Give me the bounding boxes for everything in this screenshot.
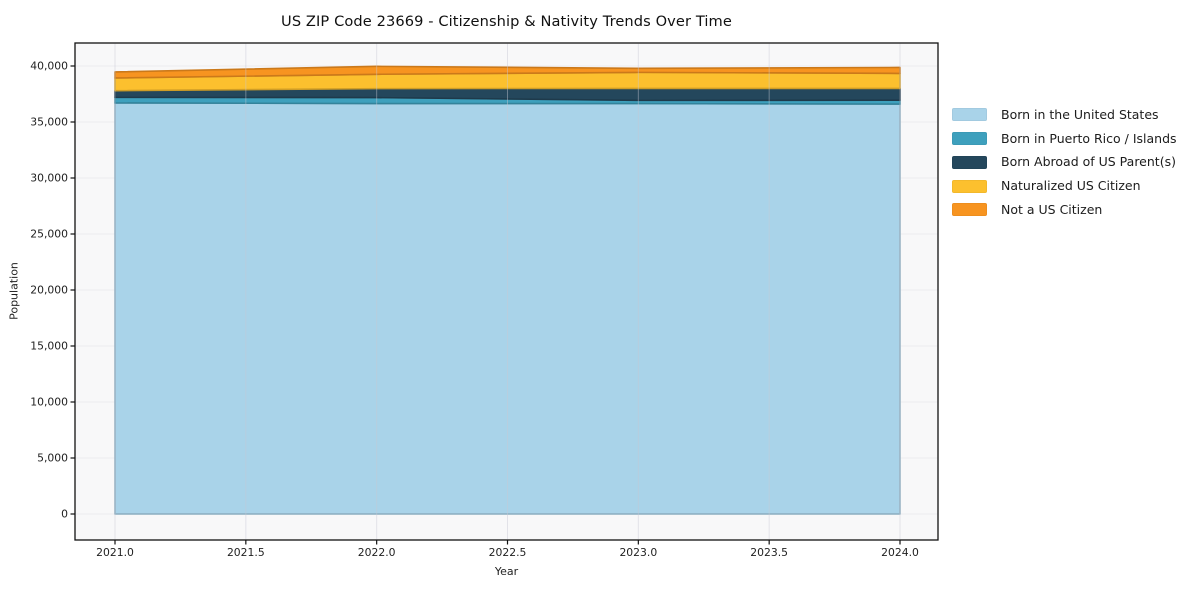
plot-border <box>74 42 939 541</box>
legend-item: Born in Puerto Rico / Islands <box>952 130 1177 146</box>
legend-swatch-icon <box>952 179 987 193</box>
area-not-a-us-citizen <box>114 65 901 79</box>
x-tick-label: 2023.0 <box>619 546 658 559</box>
chart-title: US ZIP Code 23669 - Citizenship & Nativi… <box>281 13 732 30</box>
y-tick-label: 35,000 <box>30 115 68 129</box>
y-tick-label: 10,000 <box>30 395 68 409</box>
legend-label: Born in the United States <box>1001 106 1159 122</box>
legend-item: Born Abroad of US Parent(s) <box>952 154 1177 170</box>
x-tick-label: 2021.5 <box>226 546 265 559</box>
legend-item: Not a US Citizen <box>952 201 1177 217</box>
y-tick-label: 5,000 <box>37 451 68 465</box>
legend-swatch-icon <box>952 108 987 122</box>
legend-swatch-icon <box>952 203 987 217</box>
y-tick-label: 40,000 <box>30 59 68 73</box>
x-tick-label: 2023.5 <box>750 546 789 559</box>
legend-label: Born Abroad of US Parent(s) <box>1001 154 1176 170</box>
x-tick-label: 2022.0 <box>357 546 396 559</box>
legend-label: Not a US Citizen <box>1001 201 1103 217</box>
legend-item: Born in the United States <box>952 106 1177 122</box>
x-tick-label: 2022.5 <box>488 546 527 559</box>
legend: Born in the United States Born in Puerto… <box>952 106 1177 217</box>
x-axis-title: Year <box>494 565 519 578</box>
y-tick-label: 25,000 <box>30 227 68 241</box>
y-tick-label: 20,000 <box>30 283 68 297</box>
legend-swatch-icon <box>952 155 987 169</box>
x-tick-label: 2021.0 <box>96 546 134 559</box>
y-tick-label: 15,000 <box>30 339 68 353</box>
legend-label: Born in Puerto Rico / Islands <box>1001 130 1177 146</box>
x-tick-label: 2024.0 <box>881 546 919 559</box>
y-tick-label: 30,000 <box>30 171 68 185</box>
legend-label: Naturalized US Citizen <box>1001 178 1141 194</box>
y-tick-label: 0 <box>61 507 68 521</box>
legend-swatch-icon <box>952 132 987 146</box>
y-axis-title: Population <box>7 262 21 320</box>
legend-item: Naturalized US Citizen <box>952 179 1177 193</box>
